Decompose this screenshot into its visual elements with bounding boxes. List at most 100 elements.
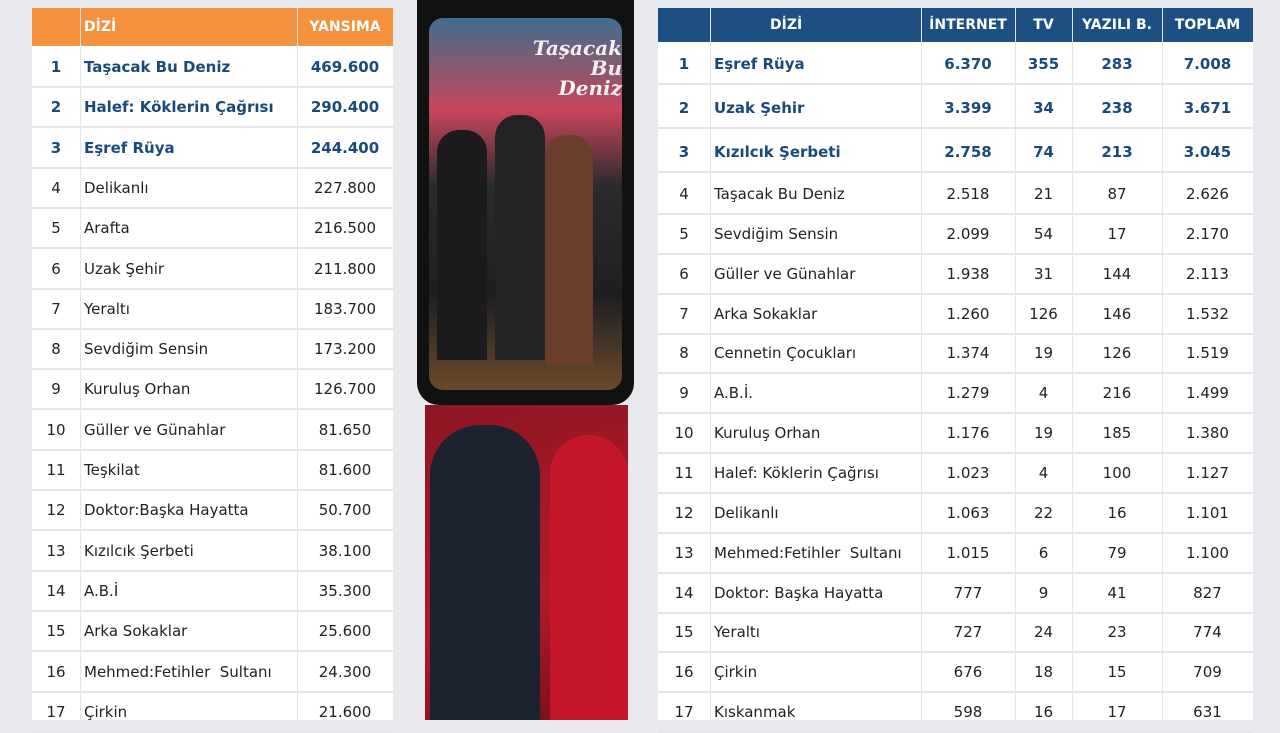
row-separator: [658, 452, 1253, 455]
column-divider: [80, 8, 81, 720]
cell: 2.099: [946, 224, 990, 243]
cell: 19: [1033, 424, 1054, 443]
cell: Kuruluş Orhan: [84, 380, 191, 399]
cell: 631: [1193, 703, 1222, 722]
cell: 16: [1107, 503, 1127, 522]
cell: 9: [51, 380, 61, 399]
cell: Taşacak Bu Deniz: [714, 185, 845, 203]
poster-title: Taşacak Bu Deniz: [532, 36, 622, 100]
cell: 5: [679, 224, 689, 243]
column-divider: [710, 8, 711, 720]
row-separator: [658, 252, 1253, 255]
cell: Arka Sokaklar: [714, 304, 818, 323]
cell: 10: [46, 420, 66, 439]
cell: 1.015: [946, 543, 990, 562]
phone: Taşacak Bu Deniz: [417, 0, 634, 405]
cell: 8: [679, 344, 689, 363]
cell: 183.700: [313, 299, 377, 318]
cell: 13: [674, 543, 694, 562]
header-bar: [658, 8, 1253, 42]
cell: A.B.İ.: [714, 384, 754, 403]
cell: 3.045: [1183, 143, 1232, 161]
cell: Çirkin: [714, 663, 758, 682]
cell: 290.400: [310, 98, 380, 117]
header-cell: TOPLAM: [1174, 17, 1241, 33]
cell: 227.800: [313, 178, 377, 197]
cell: 355: [1027, 55, 1060, 73]
cell: 1.279: [946, 384, 990, 403]
person: [437, 130, 487, 360]
cell: Kıskanmak: [714, 703, 796, 722]
cell: 1.374: [946, 344, 990, 363]
cell: Kuruluş Orhan: [714, 424, 821, 443]
cell: Doktor: Başka Hayatta: [714, 583, 884, 602]
cell: Uzak Şehir: [84, 259, 165, 278]
cell: 87: [1107, 185, 1127, 203]
cell: 16: [46, 662, 66, 681]
cell: 11: [46, 461, 66, 479]
header-cell: YAZILI B.: [1082, 17, 1152, 33]
cell: 34: [1033, 99, 1054, 117]
cell: Taşacak Bu Deniz: [84, 58, 231, 76]
cell: 8: [51, 340, 61, 359]
column-divider: [1072, 8, 1073, 720]
row-separator: [32, 287, 393, 290]
cell: 126: [1102, 344, 1132, 363]
cell: 15: [1107, 663, 1127, 682]
cell: 13: [46, 541, 66, 560]
cell: 4: [1038, 384, 1049, 403]
cell: 1.063: [946, 503, 990, 522]
cell: Güller ve Günahlar: [714, 264, 856, 283]
cell: Sevdiğim Sensin: [714, 224, 839, 243]
cell: 25.600: [318, 622, 372, 641]
cell: 211.800: [313, 259, 377, 278]
row-separator: [32, 86, 393, 88]
cell: 16: [674, 663, 694, 682]
cell: 2: [50, 98, 62, 117]
cell: 6: [1038, 543, 1049, 562]
row-separator: [658, 171, 1253, 173]
cell: 146: [1102, 304, 1132, 323]
left-table: DİZİ YANSIMA 1 Taşacak Bu Deniz 469.600 2 Hale…: [32, 8, 393, 733]
row-separator: [32, 569, 393, 572]
row-separator: [32, 448, 393, 451]
column-divider: [297, 8, 298, 720]
cell: Eşref Rüya: [84, 138, 175, 157]
cell: 2.170: [1186, 224, 1229, 243]
cell: 283: [1101, 55, 1133, 73]
cell: Mehmed:Fetihler Sultanı: [84, 662, 272, 681]
cell: 41: [1107, 583, 1127, 602]
cell: 1.101: [1186, 503, 1229, 522]
cell: 173.200: [313, 340, 377, 359]
cell: 2.758: [944, 143, 992, 161]
cell: 1.100: [1186, 543, 1229, 562]
cell: 50.700: [318, 501, 372, 520]
cell: 31: [1033, 264, 1054, 283]
row-separator: [658, 491, 1253, 494]
cell: 1.127: [1186, 463, 1229, 482]
row-separator: [32, 247, 393, 250]
cell: 12: [674, 503, 694, 522]
cell: 54: [1033, 224, 1054, 243]
cell: 21.600: [318, 702, 372, 721]
cell: Kızılcık Şerbeti: [84, 541, 194, 560]
row-separator: [658, 332, 1253, 335]
cell: Kızılcık Şerbeti: [714, 143, 841, 161]
header-cell: TV: [1033, 17, 1054, 33]
column-divider: [1162, 8, 1163, 720]
cell: 18: [1033, 663, 1054, 682]
cell: 1.519: [1186, 344, 1229, 363]
cell: 1.260: [946, 304, 990, 323]
cell: 17: [1107, 224, 1127, 243]
cell: 469.600: [310, 58, 380, 76]
cell: 23: [1107, 623, 1127, 642]
person: [430, 425, 540, 720]
cell: A.B.İ: [84, 581, 119, 600]
cell: 74: [1033, 143, 1054, 161]
cell: 1.380: [1186, 424, 1229, 443]
cell: 1.938: [946, 264, 990, 283]
cell: 11: [674, 463, 694, 482]
cell: 216.500: [313, 219, 377, 238]
cell: 24: [1033, 623, 1054, 642]
cell: Teşkilat: [84, 461, 140, 479]
